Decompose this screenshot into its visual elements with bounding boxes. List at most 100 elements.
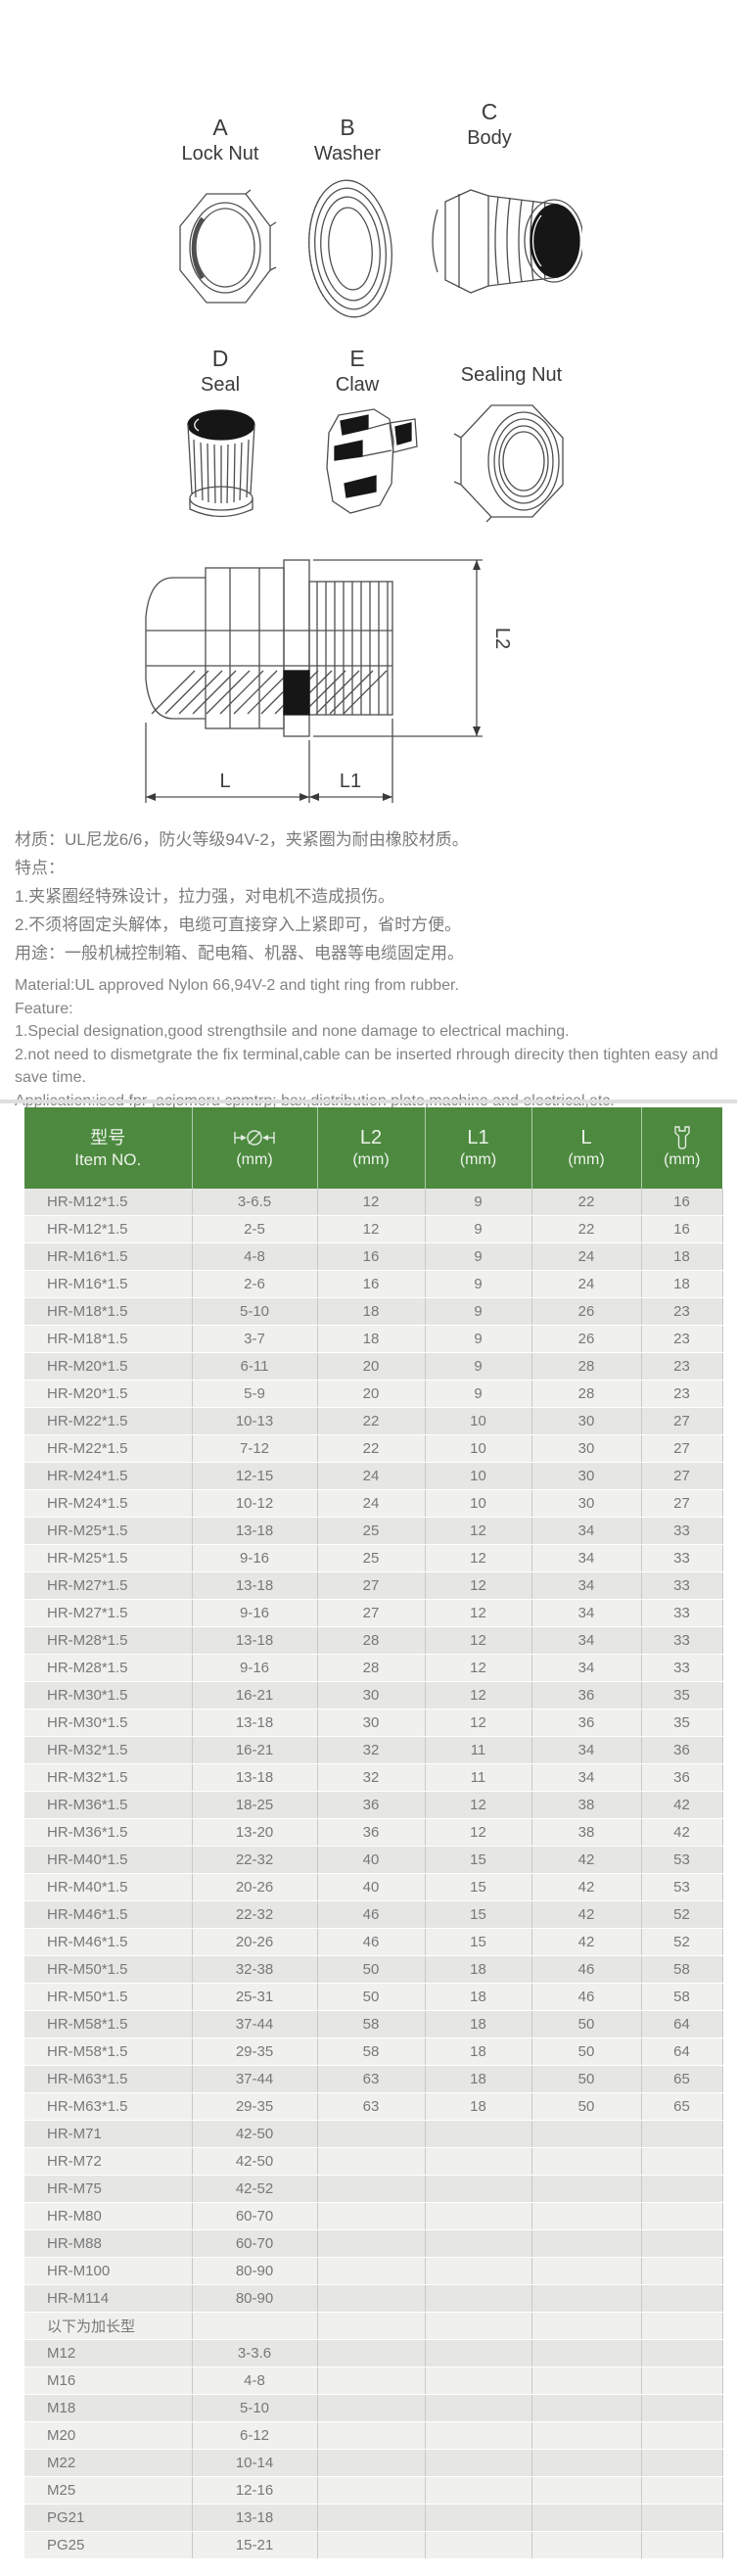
header-l1: L1 (mm)	[425, 1107, 532, 1189]
cell-l1	[425, 2147, 532, 2176]
cell-item-no: HR-M30*1.5	[24, 1709, 193, 1737]
cell-spanner: 33	[641, 1599, 723, 1627]
table-row: 以下为加长型	[24, 2312, 723, 2340]
cell-spanner	[641, 2476, 723, 2505]
table-row: PG25 15-21	[24, 2531, 723, 2559]
cell-item-no: HR-M58*1.5	[24, 2010, 193, 2038]
header-item-no-en: Item NO.	[74, 1149, 142, 1169]
cell-item-no: HR-M72	[24, 2147, 193, 2176]
header-l2-unit: (mm)	[352, 1150, 390, 1168]
cell-l	[531, 2394, 642, 2422]
cell-l1: 12	[425, 1791, 532, 1819]
cell-clamp-range: 13-20	[192, 1818, 318, 1847]
cell-l2: 58	[317, 2037, 426, 2066]
header-l: L (mm)	[531, 1107, 642, 1189]
cell-l: 34	[531, 1544, 642, 1572]
cell-l: 22	[531, 1189, 642, 1216]
cell-l: 50	[531, 2092, 642, 2121]
cell-spanner: 23	[641, 1380, 723, 1408]
cell-item-no: HR-M40*1.5	[24, 1873, 193, 1901]
cell-l: 38	[531, 1818, 642, 1847]
cell-l2	[317, 2476, 426, 2505]
feature-1-cn: 1.夹紧圈经特殊设计，拉力强，对电机不造成损伤。	[15, 887, 395, 906]
cell-spanner: 27	[641, 1434, 723, 1463]
cell-clamp-range: 60-70	[192, 2229, 318, 2258]
cell-spanner: 27	[641, 1462, 723, 1490]
table-row: HR-M88 60-70	[24, 2229, 723, 2258]
cell-spanner	[641, 2147, 723, 2176]
washer-drawing	[308, 179, 392, 318]
cell-spanner: 65	[641, 2092, 723, 2121]
cell-item-no: M12	[24, 2339, 193, 2367]
cell-l: 30	[531, 1489, 642, 1518]
table-row: HR-M32*1.5 13-18 32 11 34 36	[24, 1763, 723, 1792]
cell-spanner	[641, 2531, 723, 2559]
header-clamp-range: (mm)	[192, 1107, 318, 1189]
cell-l2: 30	[317, 1709, 426, 1737]
spec-table: 型号 Item NO. (mm)	[24, 1107, 723, 2559]
table-row: HR-M72 42-50	[24, 2147, 723, 2176]
part-letter-b: B	[340, 115, 355, 140]
cell-clamp-range: 13-18	[192, 1571, 318, 1600]
cell-l1: 9	[425, 1215, 532, 1243]
table-row: HR-M75 42-52	[24, 2175, 723, 2203]
cell-item-no: M25	[24, 2476, 193, 2505]
cell-spanner	[641, 2229, 723, 2258]
cell-l1: 10	[425, 1489, 532, 1518]
table-row: HR-M27*1.5 13-18 27 12 34 33	[24, 1571, 723, 1600]
cell-clamp-range: 22-32	[192, 1900, 318, 1929]
cell-l: 42	[531, 1928, 642, 1956]
feature-title-en: Feature:	[15, 1000, 73, 1017]
part-label-claw: E Claw	[289, 345, 426, 398]
cell-item-no: HR-M16*1.5	[24, 1242, 193, 1271]
cell-l	[531, 2366, 642, 2395]
cell-spanner: 33	[641, 1626, 723, 1655]
cell-clamp-range: 6-12	[192, 2421, 318, 2450]
cell-l1: 9	[425, 1189, 532, 1216]
cell-clamp-range: 13-18	[192, 1517, 318, 1545]
header-l-label: L	[580, 1126, 592, 1148]
cell-l	[531, 2147, 642, 2176]
cell-spanner: 36	[641, 1763, 723, 1792]
cell-l: 42	[531, 1873, 642, 1901]
cell-l2: 16	[317, 1242, 426, 1271]
cell-clamp-range: 7-12	[192, 1434, 318, 1463]
table-row: HR-M12*1.5 2-5 12 9 22 16	[24, 1215, 723, 1243]
cell-item-no: HR-M63*1.5	[24, 2092, 193, 2121]
cell-item-no: HR-M50*1.5	[24, 1955, 193, 1984]
cell-spanner: 23	[641, 1297, 723, 1326]
table-row: HR-M46*1.5 22-32 46 15 42 52	[24, 1900, 723, 1929]
cell-l1: 10	[425, 1462, 532, 1490]
cell-l2	[317, 2394, 426, 2422]
header-item-no: 型号 Item NO.	[24, 1107, 193, 1189]
cell-clamp-range: 13-18	[192, 1709, 318, 1737]
cell-l2	[317, 2229, 426, 2258]
cell-clamp-range: 37-44	[192, 2065, 318, 2093]
part-label-body: C Body	[421, 98, 558, 151]
cell-item-no: HR-M46*1.5	[24, 1900, 193, 1929]
dim-label-l1: L1	[340, 771, 361, 792]
cell-item-no: HR-M22*1.5	[24, 1434, 193, 1463]
cell-l2: 46	[317, 1928, 426, 1956]
table-row: HR-M30*1.5 16-21 30 12 36 35	[24, 1681, 723, 1710]
cell-item-no: HR-M12*1.5	[24, 1215, 193, 1243]
cell-clamp-range: 3-6.5	[192, 1189, 318, 1216]
material-en: Material:UL approved Nylon 66,94V-2 and …	[15, 977, 459, 994]
cell-l2	[317, 2175, 426, 2203]
cell-l: 30	[531, 1462, 642, 1490]
cell-item-no: HR-M100	[24, 2257, 193, 2285]
table-row: M20 6-12	[24, 2421, 723, 2450]
cell-spanner: 65	[641, 2065, 723, 2093]
cell-l: 34	[531, 1736, 642, 1764]
cell-item-no: HR-M80	[24, 2202, 193, 2230]
cell-l	[531, 2120, 642, 2148]
cell-clamp-range: 16-21	[192, 1736, 318, 1764]
cell-clamp-range: 9-16	[192, 1599, 318, 1627]
cell-clamp-range: 32-38	[192, 1955, 318, 1984]
cell-spanner: 42	[641, 1818, 723, 1847]
cell-spanner: 27	[641, 1407, 723, 1435]
table-row: HR-M40*1.5 20-26 40 15 42 53	[24, 1873, 723, 1901]
cell-clamp-range: 80-90	[192, 2257, 318, 2285]
cell-l1	[425, 2476, 532, 2505]
cell-l2	[317, 2366, 426, 2395]
